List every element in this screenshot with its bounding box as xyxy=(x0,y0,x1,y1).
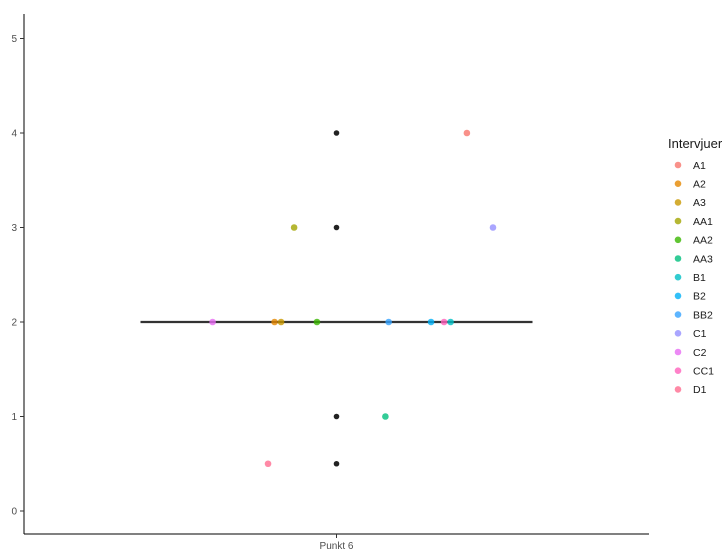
legend-label-bb2: BB2 xyxy=(693,309,713,321)
outlier-point xyxy=(333,130,340,136)
y-tick-label: 1 xyxy=(11,412,17,423)
outlier-point xyxy=(333,460,340,467)
data-point-a2 xyxy=(271,318,278,326)
plot-area: 0 1 2 3 4 5 Punkt 6 xyxy=(11,14,649,550)
legend-label-b2: B2 xyxy=(693,291,706,303)
outlier-point xyxy=(333,413,340,420)
legend: Intervjuer A1 A2 A3 AA1 AA2 AA3 B1 B2 BB2 C1 C2 CC1 D… xyxy=(668,136,723,396)
data-point-a3 xyxy=(277,318,285,326)
data-point-b1 xyxy=(447,318,454,326)
legend-key-b2 xyxy=(674,292,682,300)
legend-key-a3 xyxy=(674,199,682,206)
legend-key-b1 xyxy=(674,273,682,281)
data-point-cc1 xyxy=(440,318,448,326)
y-tick-label: 5 xyxy=(11,34,17,45)
legend-key-d1 xyxy=(674,386,682,393)
legend-key-aa2 xyxy=(674,236,682,244)
y-tick-label: 4 xyxy=(11,129,17,140)
legend-label-b1: B1 xyxy=(693,272,706,284)
legend-label-d1: D1 xyxy=(693,384,707,396)
legend-key-aa1 xyxy=(674,217,682,225)
legend-label-aa3: AA3 xyxy=(693,253,713,265)
y-tick-label: 2 xyxy=(11,318,17,329)
legend-key-c2 xyxy=(674,348,682,356)
data-point-aa3 xyxy=(382,413,389,420)
legend-label-aa2: AA2 xyxy=(693,235,713,247)
data-point-aa1 xyxy=(290,224,298,231)
data-point-bb2 xyxy=(385,318,392,326)
data-point-c2 xyxy=(209,318,216,326)
legend-key-bb2 xyxy=(674,311,682,318)
legend-label-a3: A3 xyxy=(693,197,706,209)
legend-title: Intervjuer xyxy=(668,136,723,151)
legend-label-c2: C2 xyxy=(693,347,707,359)
data-point-d1 xyxy=(264,460,272,468)
data-point-c1 xyxy=(489,224,497,231)
legend-label-aa1: AA1 xyxy=(693,216,713,228)
legend-key-c1 xyxy=(674,330,682,337)
x-tick-label: Punkt 6 xyxy=(320,541,354,550)
legend-label-a2: A2 xyxy=(693,179,706,191)
legend-key-a2 xyxy=(674,180,682,187)
legend-label-c1: C1 xyxy=(693,328,707,340)
legend-label-cc1: CC1 xyxy=(693,366,714,378)
legend-label-a1: A1 xyxy=(693,160,706,172)
data-point-b2 xyxy=(427,318,435,326)
legend-key-a1 xyxy=(674,161,682,169)
data-point-aa2 xyxy=(313,318,321,326)
legend-key-aa3 xyxy=(674,255,682,262)
outlier-point xyxy=(333,224,340,231)
legend-key-cc1 xyxy=(674,367,682,375)
y-tick-label: 3 xyxy=(11,223,17,234)
y-tick-label: 0 xyxy=(11,507,17,518)
data-point-a1 xyxy=(463,129,471,137)
